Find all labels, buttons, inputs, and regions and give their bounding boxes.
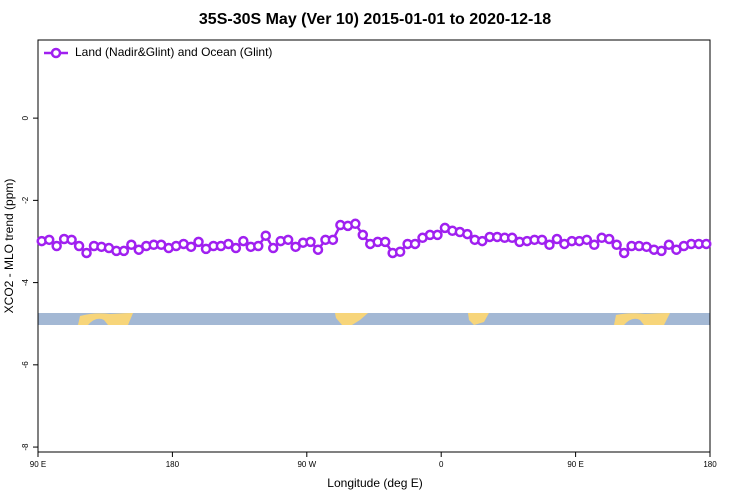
land — [335, 313, 368, 325]
x-tick-label: 90 W — [297, 460, 316, 469]
data-point — [223, 238, 234, 250]
data-point — [477, 235, 488, 247]
data-point — [238, 235, 249, 247]
data-point — [81, 247, 92, 259]
data-point — [305, 236, 316, 248]
data-point — [126, 239, 137, 251]
chart-title: 35S-30S May (Ver 10) 2015-01-01 to 2020-… — [199, 11, 551, 28]
data-point — [506, 232, 518, 244]
x-tick-label: 180 — [166, 460, 180, 469]
legend-marker — [50, 47, 62, 59]
legend-label: Land (Nadir&Glint) and Ocean (Glint) — [75, 45, 272, 59]
data-point — [581, 234, 593, 246]
ocean — [38, 313, 710, 325]
y-tick-label: -8 — [21, 443, 30, 451]
x-tick-label: 0 — [439, 460, 444, 469]
data-point — [185, 241, 197, 253]
data-point — [551, 233, 563, 245]
x-tick-label: 90 E — [567, 460, 583, 469]
data-point — [267, 242, 279, 254]
data-point — [327, 234, 339, 246]
data-point — [357, 229, 369, 241]
data-point — [193, 236, 204, 248]
x-tick-label: 180 — [703, 460, 717, 469]
data-point — [118, 245, 130, 257]
x-tick-label: 90 E — [30, 460, 46, 469]
data-point — [253, 240, 264, 252]
data-point — [618, 247, 630, 259]
data-point — [312, 244, 324, 255]
data-point — [432, 229, 443, 241]
y-tick-label: -2 — [21, 196, 30, 204]
map-strip — [38, 313, 710, 325]
data-point — [66, 234, 77, 246]
data-point — [290, 241, 301, 253]
data-point — [350, 218, 361, 230]
data-point — [260, 230, 271, 241]
data-point — [656, 245, 667, 257]
y-tick-label: -4 — [21, 278, 30, 286]
data-point — [589, 239, 600, 251]
data-point — [282, 234, 294, 246]
data-point — [394, 246, 406, 258]
data-point — [536, 234, 548, 246]
data-point — [663, 239, 675, 251]
data-point — [462, 228, 473, 240]
data-point — [379, 236, 391, 248]
data-point — [611, 239, 622, 251]
y-axis-label: XCO2 - MLO trend (ppm) — [2, 179, 16, 314]
data-point — [701, 238, 712, 250]
data-point — [603, 233, 615, 245]
land — [468, 313, 489, 325]
data-point — [43, 234, 55, 246]
y-tick-label: 0 — [21, 115, 30, 120]
data-point — [73, 240, 85, 252]
data-point — [409, 238, 421, 250]
data-point — [230, 242, 242, 254]
data-point — [544, 239, 555, 251]
y-tick-label: -6 — [21, 361, 30, 369]
data-point — [51, 240, 62, 252]
x-axis-label: Longitude (deg E) — [327, 476, 422, 490]
